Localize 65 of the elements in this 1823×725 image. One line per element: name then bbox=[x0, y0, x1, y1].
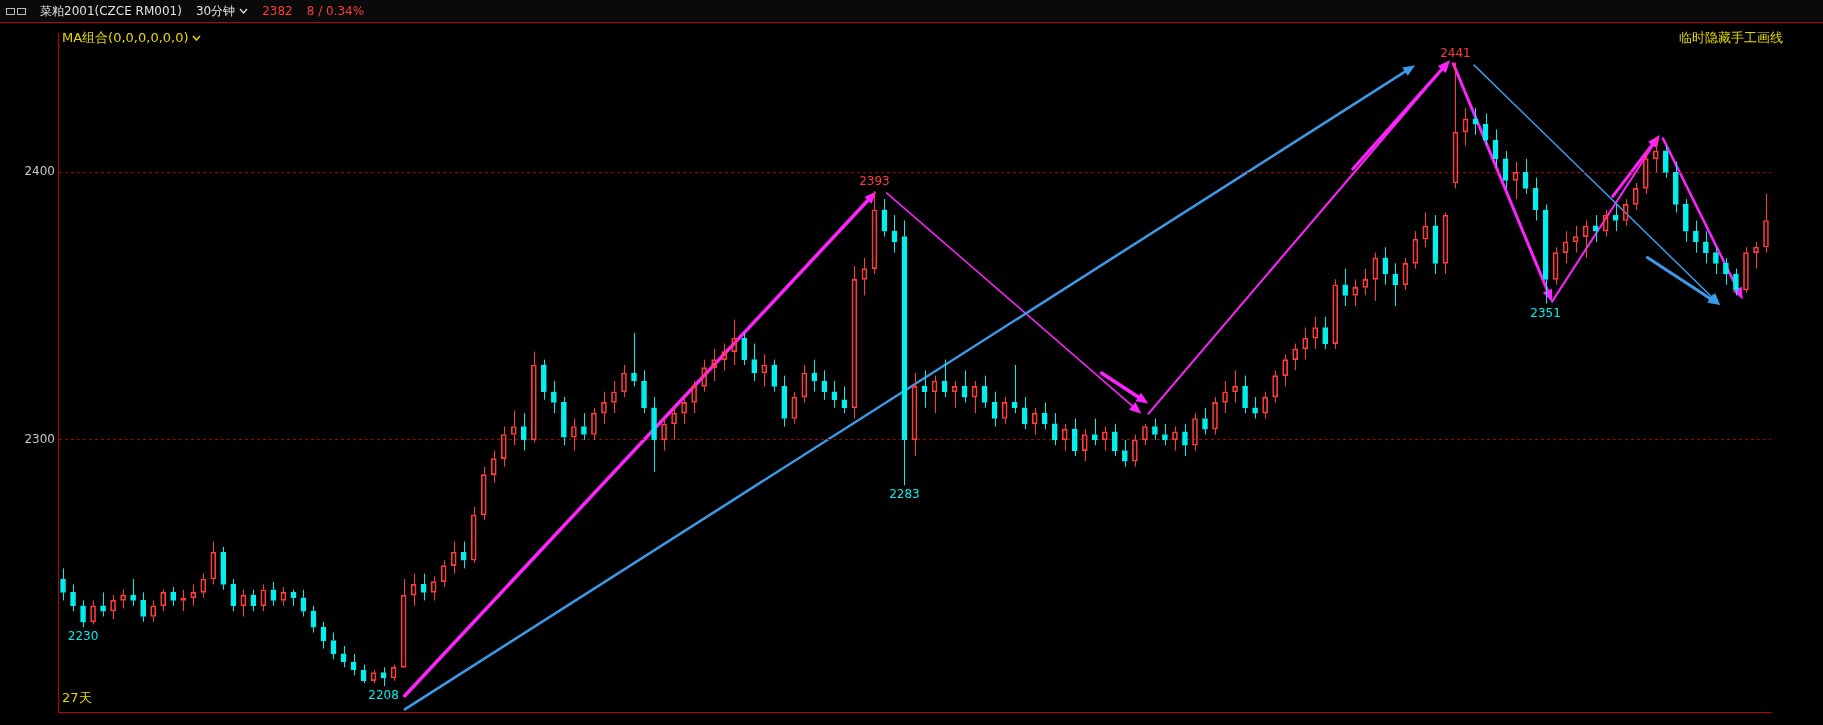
candlestick bbox=[140, 591, 146, 623]
candlestick bbox=[1612, 203, 1619, 232]
candlestick bbox=[130, 578, 136, 607]
candlestick bbox=[1091, 417, 1098, 446]
candlestick bbox=[230, 578, 237, 612]
annotation: 2441 bbox=[1440, 45, 1471, 60]
candlestick bbox=[60, 567, 66, 601]
candlestick bbox=[1122, 439, 1128, 468]
candlestick bbox=[1182, 423, 1188, 457]
candlestick bbox=[1011, 364, 1018, 414]
candlestick bbox=[1041, 401, 1048, 430]
candlestick bbox=[1382, 246, 1389, 286]
candlestick bbox=[1713, 246, 1719, 275]
candlestick bbox=[1162, 423, 1168, 446]
candlestick bbox=[631, 332, 637, 387]
annotation: 2393 bbox=[859, 174, 890, 189]
annotation: 2230 bbox=[67, 629, 99, 644]
annotation: 2208 bbox=[368, 688, 399, 703]
candlestick bbox=[1112, 423, 1118, 457]
candlestick bbox=[70, 583, 76, 612]
candlestick bbox=[170, 586, 177, 607]
candlestick bbox=[811, 359, 818, 393]
candlestick bbox=[1051, 412, 1058, 446]
candlestick bbox=[1703, 230, 1709, 264]
candlestick bbox=[1152, 417, 1158, 441]
annotation: 27天 bbox=[62, 689, 92, 707]
annotation: MA组合(0,0,0,0,0,0) bbox=[62, 29, 189, 47]
candlestick bbox=[541, 359, 547, 401]
chart-subtitle: 30分钟 bbox=[195, 2, 236, 20]
candlestick bbox=[520, 412, 527, 452]
candlestick bbox=[1472, 107, 1479, 136]
candlestick bbox=[1592, 214, 1599, 243]
candlestick bbox=[781, 375, 788, 428]
candlestick bbox=[1683, 198, 1689, 243]
candlestick bbox=[1673, 161, 1679, 213]
candlestick bbox=[1242, 375, 1248, 414]
candlestick bbox=[771, 359, 778, 393]
candlestick bbox=[220, 546, 227, 591]
candlestick bbox=[1723, 257, 1729, 286]
candlestick bbox=[1071, 417, 1078, 457]
candlestick bbox=[641, 369, 647, 414]
candlestick bbox=[741, 332, 748, 366]
candlestick bbox=[1021, 396, 1028, 430]
candlestick bbox=[1202, 407, 1208, 436]
text: 8 / 0.34% bbox=[306, 4, 365, 18]
candlestick bbox=[1342, 268, 1349, 307]
candlestick bbox=[80, 599, 86, 628]
annotation: 临时隐藏手工画线 bbox=[1679, 29, 1783, 47]
candlestick bbox=[581, 412, 587, 441]
candlestick bbox=[1252, 396, 1258, 419]
candlestick bbox=[561, 396, 567, 446]
candlestick bbox=[551, 380, 557, 414]
y-tick-label: 2400 bbox=[24, 164, 55, 179]
chart-title: 菜粕2001(CZCE RM001) bbox=[40, 2, 182, 20]
candlestick bbox=[651, 396, 657, 473]
text: 2382 bbox=[262, 4, 293, 18]
candlestick bbox=[1693, 219, 1699, 254]
y-tick-label: 2300 bbox=[24, 432, 55, 447]
candlestick bbox=[100, 591, 106, 617]
candlestick bbox=[1322, 316, 1329, 350]
annotation: 2283 bbox=[889, 487, 920, 502]
candlestick bbox=[460, 541, 467, 569]
annotation: 2351 bbox=[1530, 305, 1561, 320]
candlestick bbox=[751, 343, 758, 382]
candlestick bbox=[1662, 145, 1669, 179]
